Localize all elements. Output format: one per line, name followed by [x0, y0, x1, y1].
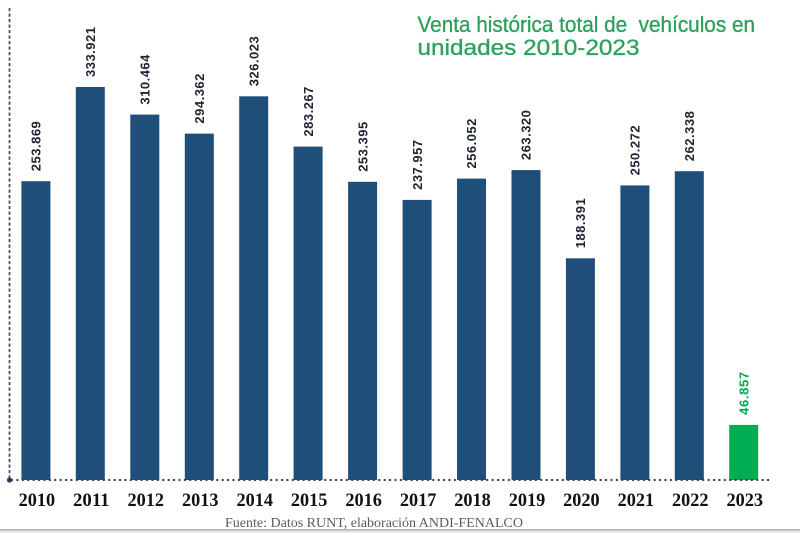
svg-text:253.869: 253.869 [29, 121, 44, 171]
svg-text:326.023: 326.023 [246, 36, 261, 86]
svg-text:2020: 2020 [563, 490, 600, 511]
svg-text:294.362: 294.362 [192, 74, 207, 124]
svg-text:2023: 2023 [727, 490, 764, 511]
svg-text:262.338: 262.338 [682, 111, 697, 161]
svg-text:253.395: 253.395 [355, 122, 370, 172]
svg-text:2017: 2017 [400, 490, 437, 511]
svg-text:Fuente: Datos RUNT, elaboració: Fuente: Datos RUNT, elaboración ANDI-FEN… [225, 516, 523, 531]
svg-text:2013: 2013 [182, 490, 219, 511]
svg-text:333.921: 333.921 [83, 27, 98, 77]
svg-text:310.464: 310.464 [138, 54, 153, 105]
svg-text:2022: 2022 [672, 490, 709, 511]
svg-text:2018: 2018 [454, 490, 491, 511]
svg-text:2011: 2011 [73, 490, 110, 511]
svg-text:2016: 2016 [345, 490, 382, 511]
svg-text:237.957: 237.957 [410, 140, 425, 190]
svg-text:46.857: 46.857 [737, 372, 752, 415]
svg-text:283.267: 283.267 [301, 87, 316, 137]
svg-text:unidades 2010-2023: unidades 2010-2023 [418, 35, 640, 60]
svg-text:263.320: 263.320 [519, 110, 534, 160]
svg-text:250.272: 250.272 [628, 125, 643, 175]
svg-text:2012: 2012 [128, 490, 165, 511]
svg-text:2021: 2021 [618, 490, 655, 511]
svg-text:2019: 2019 [509, 490, 546, 511]
svg-text:Venta histórica total de vehí: Venta histórica total de vehículos en [418, 12, 756, 37]
svg-text:188.391: 188.391 [573, 198, 588, 248]
svg-text:2014: 2014 [236, 490, 273, 511]
svg-text:2015: 2015 [291, 490, 328, 511]
svg-text:2010: 2010 [19, 490, 56, 511]
svg-text:256.052: 256.052 [464, 119, 479, 169]
